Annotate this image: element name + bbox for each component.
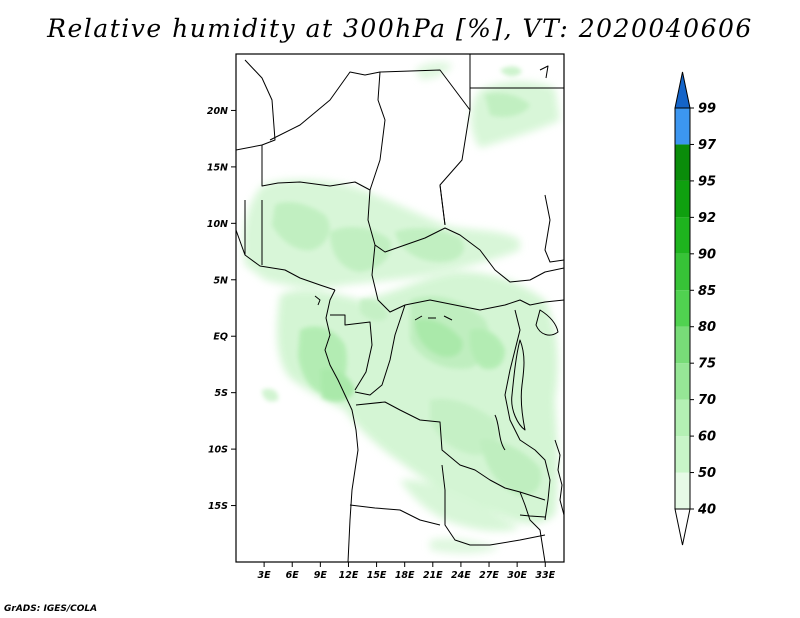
lat-tick-label: 10S (208, 445, 228, 456)
humidity-shading (243, 62, 560, 554)
colorbar-segment (675, 436, 690, 473)
colorbar-segment (675, 144, 690, 181)
colorbar-high-arrow (674, 71, 691, 109)
lon-tick-label: 9E (314, 570, 328, 581)
lon-tick-label: 18E (395, 570, 415, 581)
colorbar-segment (675, 180, 690, 218)
country-borders (236, 54, 564, 562)
colorbar-label: 85 (698, 284, 716, 299)
grads-credit: GrADS: IGES/COLA (4, 604, 98, 614)
colorbar-label: 80 (698, 320, 716, 335)
lon-tick-label: 12E (339, 570, 359, 581)
lon-tick-label: 21E (423, 570, 443, 581)
colorbar-label: 40 (697, 503, 716, 518)
lon-tick-label: 30E (507, 570, 527, 581)
colorbar-segment (675, 472, 690, 509)
colorbar-segment (675, 253, 690, 291)
lon-tick-label: 24E (451, 570, 471, 581)
lat-tick-label: 10N (207, 219, 228, 230)
lon-tick-label: 15E (367, 570, 387, 581)
lon-tick-label: 27E (479, 570, 499, 581)
lat-tick-label: 5N (213, 275, 228, 286)
colorbar: 40 50 60 70 75 80 85 90 92 95 97 99 (674, 71, 717, 546)
lat-tick-label: 20N (207, 106, 228, 117)
lat-tick-label: EQ (213, 332, 228, 343)
lat-tick-label: 15S (208, 501, 228, 512)
lat-tick-label: 15N (207, 162, 228, 173)
latitude-axis: 20N 15N 10N 5N EQ 5S 10S 15S (207, 106, 236, 512)
colorbar-label: 60 (698, 430, 716, 445)
colorbar-label: 97 (698, 138, 717, 153)
map-frame (235, 53, 565, 563)
colorbar-label: 50 (698, 466, 716, 481)
colorbar-label: 95 (698, 174, 716, 189)
lon-tick-label: 3E (258, 570, 272, 581)
map-title: Relative humidity at 300hPa [%], VT: 202… (47, 14, 753, 43)
colorbar-segment (675, 108, 690, 145)
colorbar-label: 70 (698, 393, 716, 408)
colorbar-outline (674, 107, 691, 510)
colorbar-label: 92 (698, 211, 716, 226)
lat-tick-label: 5S (215, 388, 229, 399)
colorbar-low-arrow (674, 508, 691, 546)
lon-tick-label: 6E (286, 570, 300, 581)
longitude-axis: 3E 6E 9E 12E 15E 18E 21E 24E 27E 30E 33E (258, 562, 556, 581)
colorbar-label: 75 (698, 357, 716, 372)
colorbar-label: 90 (698, 247, 716, 262)
colorbar-segment (675, 290, 690, 327)
colorbar-segment (675, 363, 690, 400)
colorbar-segment (675, 217, 690, 254)
colorbar-segment (675, 326, 690, 364)
colorbar-label: 99 (698, 102, 716, 117)
colorbar-segment (675, 399, 690, 437)
lon-tick-label: 33E (535, 570, 555, 581)
